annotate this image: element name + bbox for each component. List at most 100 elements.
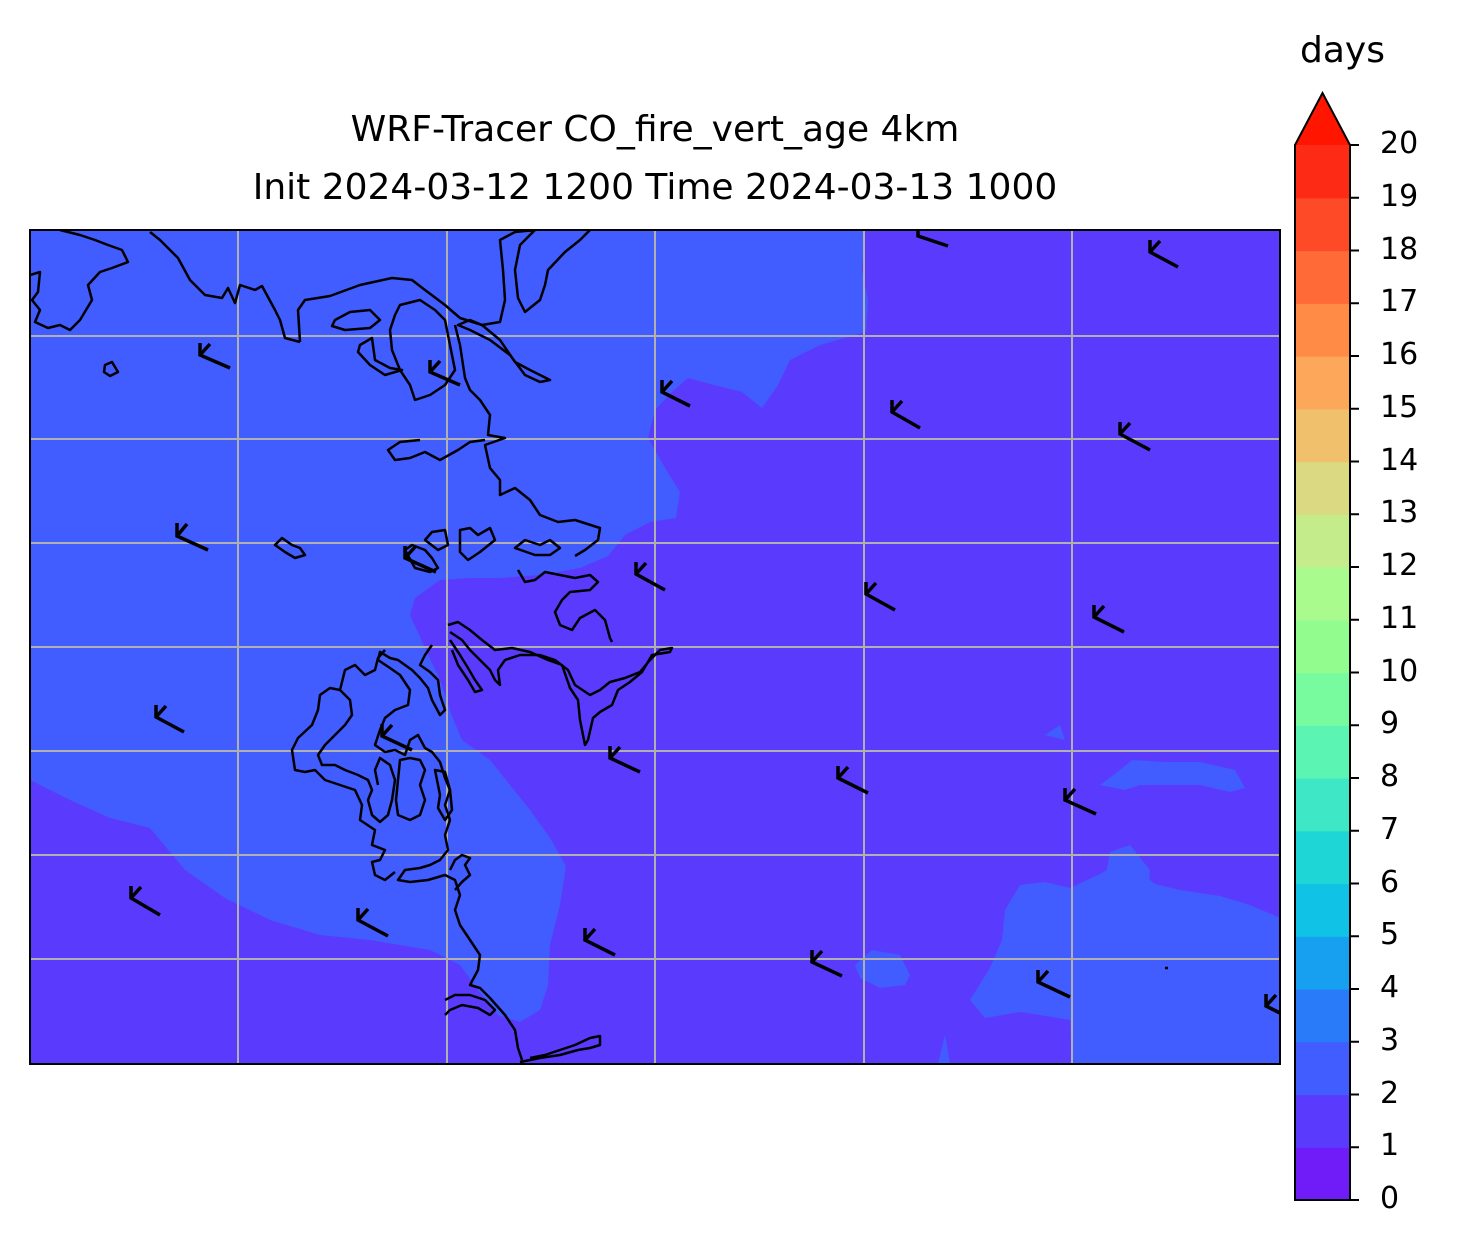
coastline-north-3 xyxy=(296,230,591,343)
colorbar-tick-label: 10 xyxy=(1380,653,1419,689)
colorbar-segment xyxy=(1295,514,1350,568)
wind-barb xyxy=(356,907,389,938)
coastline-delta-4 xyxy=(394,756,427,822)
wind-barb xyxy=(1036,969,1071,999)
wind-barbs xyxy=(129,230,1280,1015)
coastline-island-1 xyxy=(330,308,382,332)
coastline-north xyxy=(30,230,130,332)
colorbar-tick-label: 20 xyxy=(1380,126,1419,161)
colorbar-segment xyxy=(1295,197,1350,252)
colorbar-tick-label: 1 xyxy=(1380,1128,1400,1164)
coastlines xyxy=(30,230,1168,1064)
coastline-bay-4 xyxy=(456,318,552,384)
coastline-island-6 xyxy=(458,526,497,562)
colorbar-segment xyxy=(1295,461,1350,515)
coastline-island-7 xyxy=(513,538,562,557)
colorbar-segment xyxy=(1295,1041,1350,1096)
coastline-delta-5 xyxy=(433,768,454,822)
coastline-bay-5 xyxy=(516,569,614,643)
colorbar-segment xyxy=(1295,936,1350,990)
wind-barb xyxy=(836,765,869,795)
wind-barb xyxy=(1092,604,1125,634)
age-2-3-region-east-3 xyxy=(1105,845,1150,935)
chart-title: WRF-Tracer CO_fire_vert_age 4km xyxy=(350,109,960,150)
colorbar-segment xyxy=(1295,145,1350,199)
coastline-delta xyxy=(373,644,524,1061)
colorbar-tick-label: 19 xyxy=(1380,178,1419,214)
colorbar-tick-label: 11 xyxy=(1380,600,1419,636)
wind-barb xyxy=(583,927,616,957)
colorbar-unit-label: days xyxy=(1300,30,1385,71)
colorbar-segment xyxy=(1295,619,1350,674)
wind-barb xyxy=(175,522,209,552)
coastline-peninsula xyxy=(447,620,674,747)
coastline-south-1 xyxy=(444,993,497,1017)
colorbar-tick-label: 2 xyxy=(1380,1075,1400,1111)
wind-barb xyxy=(403,545,437,574)
wind-barb xyxy=(916,230,949,248)
age-2-3-region-speck xyxy=(1045,725,1065,740)
colorbar-segment xyxy=(1295,883,1350,937)
wind-barb xyxy=(608,745,641,774)
coastline-bay-2 xyxy=(356,336,404,377)
age-2-3-region xyxy=(30,230,868,1022)
wind-barb xyxy=(380,723,413,752)
colorbar-segment xyxy=(1295,1147,1350,1201)
age-2-3-region-east-2 xyxy=(1100,760,1245,792)
wind-barb xyxy=(890,399,921,430)
wind-barb xyxy=(1264,993,1280,1015)
age-2-3-region-east xyxy=(970,862,1280,1064)
colorbar-segment xyxy=(1295,408,1350,463)
wind-barb xyxy=(1118,421,1151,452)
colorbar-tick-label: 12 xyxy=(1380,548,1419,583)
age-2-3-region-speck-2 xyxy=(938,1035,950,1064)
colorbar-tick-label: 6 xyxy=(1380,864,1400,900)
map-frame xyxy=(29,229,1281,1065)
colorbar-segment xyxy=(1295,303,1350,357)
wind-barb xyxy=(428,359,461,387)
coastline-north-2 xyxy=(149,231,301,344)
coastline-island-2 xyxy=(102,360,120,378)
wind-barb xyxy=(198,342,231,370)
colorbar-tick-label: 3 xyxy=(1380,1022,1400,1058)
colorbar-segment xyxy=(1295,989,1350,1043)
colorbar-tick-label: 0 xyxy=(1380,1181,1400,1216)
colorbar-segment xyxy=(1295,1094,1350,1148)
colorbar-tick-label: 4 xyxy=(1380,970,1400,1005)
coastline-bay-1 xyxy=(453,324,602,558)
coastline-island-4 xyxy=(403,543,440,574)
wind-barb xyxy=(154,704,185,734)
wind-barb xyxy=(1148,239,1179,269)
map-gridlines xyxy=(30,230,1280,1064)
coastline-south-2 xyxy=(519,1034,602,1064)
coastline-island-5 xyxy=(423,528,450,552)
wind-barb xyxy=(129,885,161,917)
wind-barb xyxy=(810,949,843,978)
colorbar-tick-label: 15 xyxy=(1380,389,1419,425)
map-area xyxy=(30,230,1280,1064)
wind-barb xyxy=(864,581,896,612)
coastline-bay-3 xyxy=(388,298,457,402)
wind-barb xyxy=(660,379,691,408)
coastline-island-3 xyxy=(273,536,307,560)
coastline-channel xyxy=(386,438,486,462)
wind-barb xyxy=(1063,787,1097,816)
colorbar xyxy=(1294,90,1359,1201)
colorbar-tick-label: 17 xyxy=(1380,284,1419,320)
colorbar-tick-label: 13 xyxy=(1380,495,1419,531)
wind-barb xyxy=(634,561,666,592)
colorbar-segment xyxy=(1295,778,1350,832)
colorbar-segment xyxy=(1295,356,1350,410)
colorbar-outline xyxy=(1294,90,1351,1201)
colorbar-tick-label: 8 xyxy=(1380,759,1400,794)
colorbar-tick-label: 16 xyxy=(1380,337,1419,372)
chart-subtitle: Init 2024-03-12 1200 Time 2024-03-13 100… xyxy=(252,167,1058,208)
colorbar-segment xyxy=(1295,672,1350,726)
colorbar-tick-label: 7 xyxy=(1380,811,1400,847)
coastline-south-3 xyxy=(448,853,472,891)
colorbar-segment xyxy=(1295,567,1350,621)
coastline-delta-2 xyxy=(290,649,396,882)
coastline-delta-3 xyxy=(316,689,397,824)
colorbar-segment xyxy=(1295,250,1350,304)
